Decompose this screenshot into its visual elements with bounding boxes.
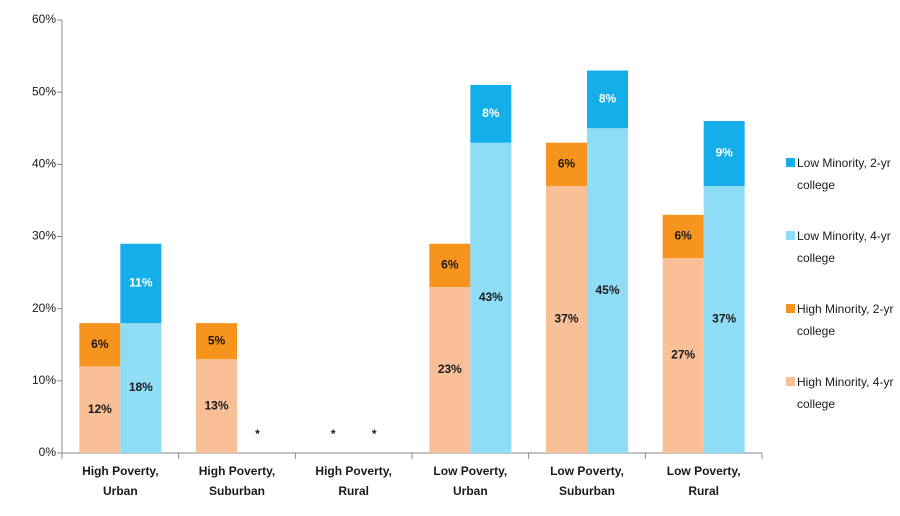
data-label: 8%: [482, 106, 500, 120]
x-tick-label: High Poverty, Urban: [82, 464, 159, 498]
missing-marker: *: [331, 427, 336, 441]
y-tick-label: 60%: [32, 12, 56, 26]
legend-swatch: [786, 158, 795, 167]
legend-label: High Minority, 2-yr college: [797, 302, 894, 338]
legend-label: High Minority, 4-yr college: [797, 375, 894, 411]
data-label: 8%: [599, 92, 617, 106]
y-tick-label: 50%: [32, 84, 56, 98]
x-tick-label: High Poverty, Suburban: [198, 464, 276, 498]
bar-segment: [120, 323, 162, 453]
legend-label: Low Minority, 4-yr college: [797, 229, 891, 265]
y-tick-label: 0%: [39, 445, 57, 459]
data-label: 6%: [558, 157, 576, 171]
data-label: 5%: [208, 333, 226, 347]
bar-segment: [470, 84, 512, 143]
bar-segment: [79, 366, 121, 453]
x-tick-label: Low Poverty, Rural: [666, 464, 741, 498]
bar-segment: [120, 243, 162, 324]
missing-marker: *: [372, 427, 377, 441]
data-label: 13%: [204, 398, 228, 412]
data-label: 6%: [674, 229, 692, 243]
bar-segment: [79, 323, 121, 367]
bar-segment: [546, 142, 587, 186]
data-label: 9%: [715, 146, 733, 160]
y-tick-label: 40%: [32, 157, 56, 171]
bar-segment: [587, 128, 628, 453]
data-label: 18%: [129, 380, 153, 394]
data-label: 45%: [595, 283, 619, 297]
legend-swatch: [786, 304, 795, 313]
legend-label: Low Minority, 2-yr college: [797, 156, 891, 192]
y-tick-label: 20%: [32, 301, 56, 315]
x-tick-label: Low Poverty, Urban: [433, 464, 508, 498]
bar-segment: [587, 70, 628, 129]
bar-segment: [470, 142, 512, 453]
bar-segment: [662, 258, 704, 453]
y-tick-label: 30%: [32, 229, 56, 243]
legend-swatch: [786, 231, 795, 240]
bar-segment: [429, 287, 471, 453]
data-label: 6%: [91, 337, 109, 351]
bar-segment: [546, 185, 587, 453]
bar-segment: [703, 121, 745, 186]
x-tick-label: High Poverty, Rural: [315, 464, 392, 498]
bar-segment: [429, 243, 471, 288]
data-label: 27%: [671, 348, 695, 362]
bar-segment: [703, 185, 745, 453]
data-label: 11%: [129, 276, 153, 290]
bar-segment: [662, 214, 704, 259]
bar-segment: [196, 323, 237, 360]
data-label: 37%: [554, 312, 578, 326]
missing-marker: *: [255, 427, 260, 441]
y-tick-label: 10%: [32, 373, 56, 387]
legend-swatch: [786, 377, 795, 386]
data-label: 37%: [712, 312, 736, 326]
x-tick-label: Low Poverty, Suburban: [550, 464, 624, 498]
bar-segment: [196, 359, 237, 453]
data-label: 23%: [438, 362, 462, 376]
data-label: 43%: [479, 290, 503, 304]
data-label: 6%: [441, 258, 459, 272]
data-label: 12%: [88, 402, 112, 416]
